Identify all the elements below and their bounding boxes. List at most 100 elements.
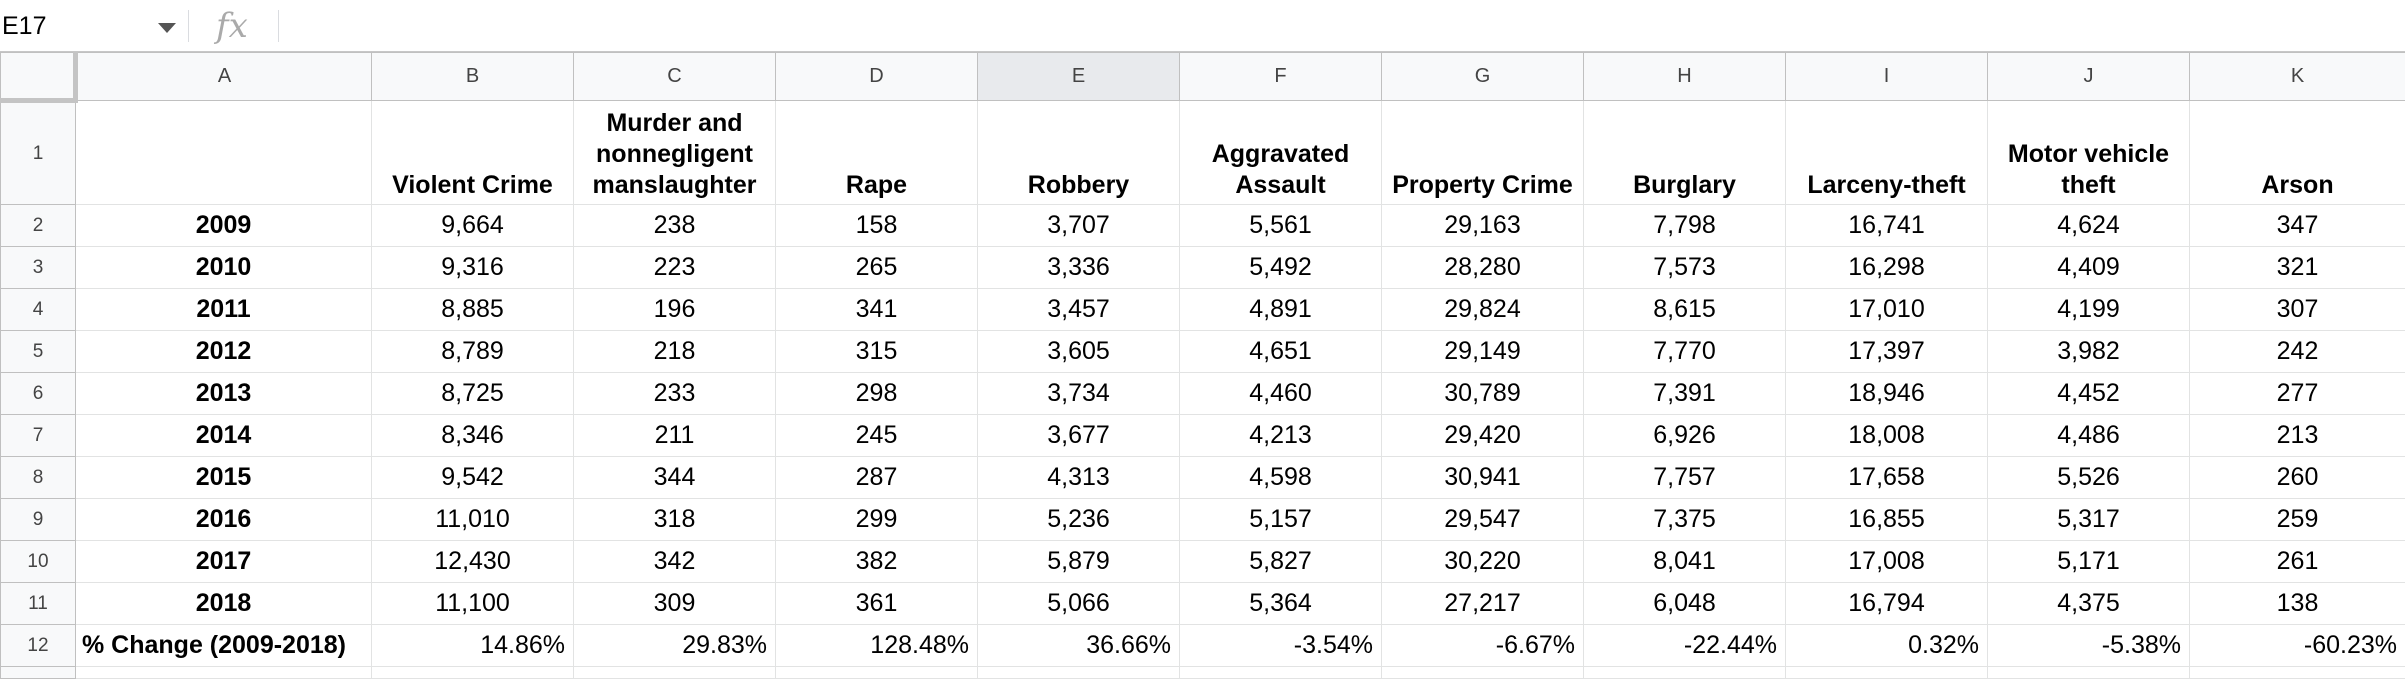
cell-empty[interactable] [1382,667,1584,679]
cell-k12[interactable]: -60.23% [2190,625,2405,667]
cell-empty[interactable] [76,667,372,679]
cell-f9[interactable]: 5,157 [1180,499,1382,541]
cell-e8[interactable]: 4,313 [978,457,1180,499]
row-header[interactable]: 9 [1,499,76,541]
row-header[interactable]: 3 [1,247,76,289]
row-header[interactable]: 5 [1,331,76,373]
cell-k7[interactable]: 213 [2190,415,2405,457]
cell-i3[interactable]: 16,298 [1786,247,1988,289]
chevron-down-icon[interactable] [158,23,176,33]
cell-e1[interactable]: Robbery [978,101,1180,205]
cell-c12[interactable]: 29.83% [574,625,776,667]
cell-empty[interactable] [1180,667,1382,679]
cell-i12[interactable]: 0.32% [1786,625,1988,667]
cell-b11[interactable]: 11,100 [372,583,574,625]
cell-g10[interactable]: 30,220 [1382,541,1584,583]
cell-f12[interactable]: -3.54% [1180,625,1382,667]
cell-d7[interactable]: 245 [776,415,978,457]
cell-g2[interactable]: 29,163 [1382,205,1584,247]
cell-j5[interactable]: 3,982 [1988,331,2190,373]
cell-h5[interactable]: 7,770 [1584,331,1786,373]
cell-e5[interactable]: 3,605 [978,331,1180,373]
row-header[interactable]: 7 [1,415,76,457]
cell-f4[interactable]: 4,891 [1180,289,1382,331]
cell-g7[interactable]: 29,420 [1382,415,1584,457]
cell-a1[interactable] [76,101,372,205]
cell-i8[interactable]: 17,658 [1786,457,1988,499]
cell-f6[interactable]: 4,460 [1180,373,1382,415]
cell-j7[interactable]: 4,486 [1988,415,2190,457]
row-header[interactable]: 8 [1,457,76,499]
cell-g8[interactable]: 30,941 [1382,457,1584,499]
column-header-j[interactable]: J [1988,53,2190,101]
cell-e3[interactable]: 3,336 [978,247,1180,289]
row-header[interactable]: 10 [1,541,76,583]
column-header-f[interactable]: F [1180,53,1382,101]
cell-d11[interactable]: 361 [776,583,978,625]
cell-k5[interactable]: 242 [2190,331,2405,373]
cell-c9[interactable]: 318 [574,499,776,541]
cell-d2[interactable]: 158 [776,205,978,247]
cell-k9[interactable]: 259 [2190,499,2405,541]
cell-c3[interactable]: 223 [574,247,776,289]
cell-k4[interactable]: 307 [2190,289,2405,331]
cell-j1[interactable]: Motor vehicle theft [1988,101,2190,205]
cell-g1[interactable]: Property Crime [1382,101,1584,205]
cell-i4[interactable]: 17,010 [1786,289,1988,331]
column-header-b[interactable]: B [372,53,574,101]
cell-c1[interactable]: Murder and nonnegligent manslaughter [574,101,776,205]
cell-a12[interactable]: % Change (2009-2018) [76,625,372,667]
cell-j6[interactable]: 4,452 [1988,373,2190,415]
cell-d6[interactable]: 298 [776,373,978,415]
cell-h12[interactable]: -22.44% [1584,625,1786,667]
cell-empty[interactable] [776,667,978,679]
cell-b9[interactable]: 11,010 [372,499,574,541]
cell-i11[interactable]: 16,794 [1786,583,1988,625]
cell-h2[interactable]: 7,798 [1584,205,1786,247]
cell-e4[interactable]: 3,457 [978,289,1180,331]
cell-a5[interactable]: 2012 [76,331,372,373]
cell-j3[interactable]: 4,409 [1988,247,2190,289]
cell-d9[interactable]: 299 [776,499,978,541]
cell-g5[interactable]: 29,149 [1382,331,1584,373]
cell-empty[interactable] [1786,667,1988,679]
cell-c11[interactable]: 309 [574,583,776,625]
cell-b2[interactable]: 9,664 [372,205,574,247]
column-header-e[interactable]: E [978,53,1180,101]
cell-empty[interactable] [372,667,574,679]
cell-e2[interactable]: 3,707 [978,205,1180,247]
name-box[interactable]: E17 [0,0,185,52]
cell-j11[interactable]: 4,375 [1988,583,2190,625]
cell-f11[interactable]: 5,364 [1180,583,1382,625]
cell-e10[interactable]: 5,879 [978,541,1180,583]
cell-f3[interactable]: 5,492 [1180,247,1382,289]
cell-g9[interactable]: 29,547 [1382,499,1584,541]
cell-d8[interactable]: 287 [776,457,978,499]
cell-i5[interactable]: 17,397 [1786,331,1988,373]
cell-f1[interactable]: Aggravated Assault [1180,101,1382,205]
cell-k10[interactable]: 261 [2190,541,2405,583]
cell-b8[interactable]: 9,542 [372,457,574,499]
cell-h7[interactable]: 6,926 [1584,415,1786,457]
row-header[interactable]: 4 [1,289,76,331]
cell-e12[interactable]: 36.66% [978,625,1180,667]
cell-h8[interactable]: 7,757 [1584,457,1786,499]
cell-empty[interactable] [1584,667,1786,679]
cell-i6[interactable]: 18,946 [1786,373,1988,415]
cell-a7[interactable]: 2014 [76,415,372,457]
cell-f2[interactable]: 5,561 [1180,205,1382,247]
cell-d12[interactable]: 128.48% [776,625,978,667]
cell-d10[interactable]: 382 [776,541,978,583]
cell-b4[interactable]: 8,885 [372,289,574,331]
cell-j2[interactable]: 4,624 [1988,205,2190,247]
cell-k8[interactable]: 260 [2190,457,2405,499]
cell-c8[interactable]: 344 [574,457,776,499]
cell-i7[interactable]: 18,008 [1786,415,1988,457]
cell-b5[interactable]: 8,789 [372,331,574,373]
formula-input[interactable] [290,6,2394,48]
cell-b1[interactable]: Violent Crime [372,101,574,205]
cell-k3[interactable]: 321 [2190,247,2405,289]
cell-e7[interactable]: 3,677 [978,415,1180,457]
cell-k6[interactable]: 277 [2190,373,2405,415]
cell-g11[interactable]: 27,217 [1382,583,1584,625]
